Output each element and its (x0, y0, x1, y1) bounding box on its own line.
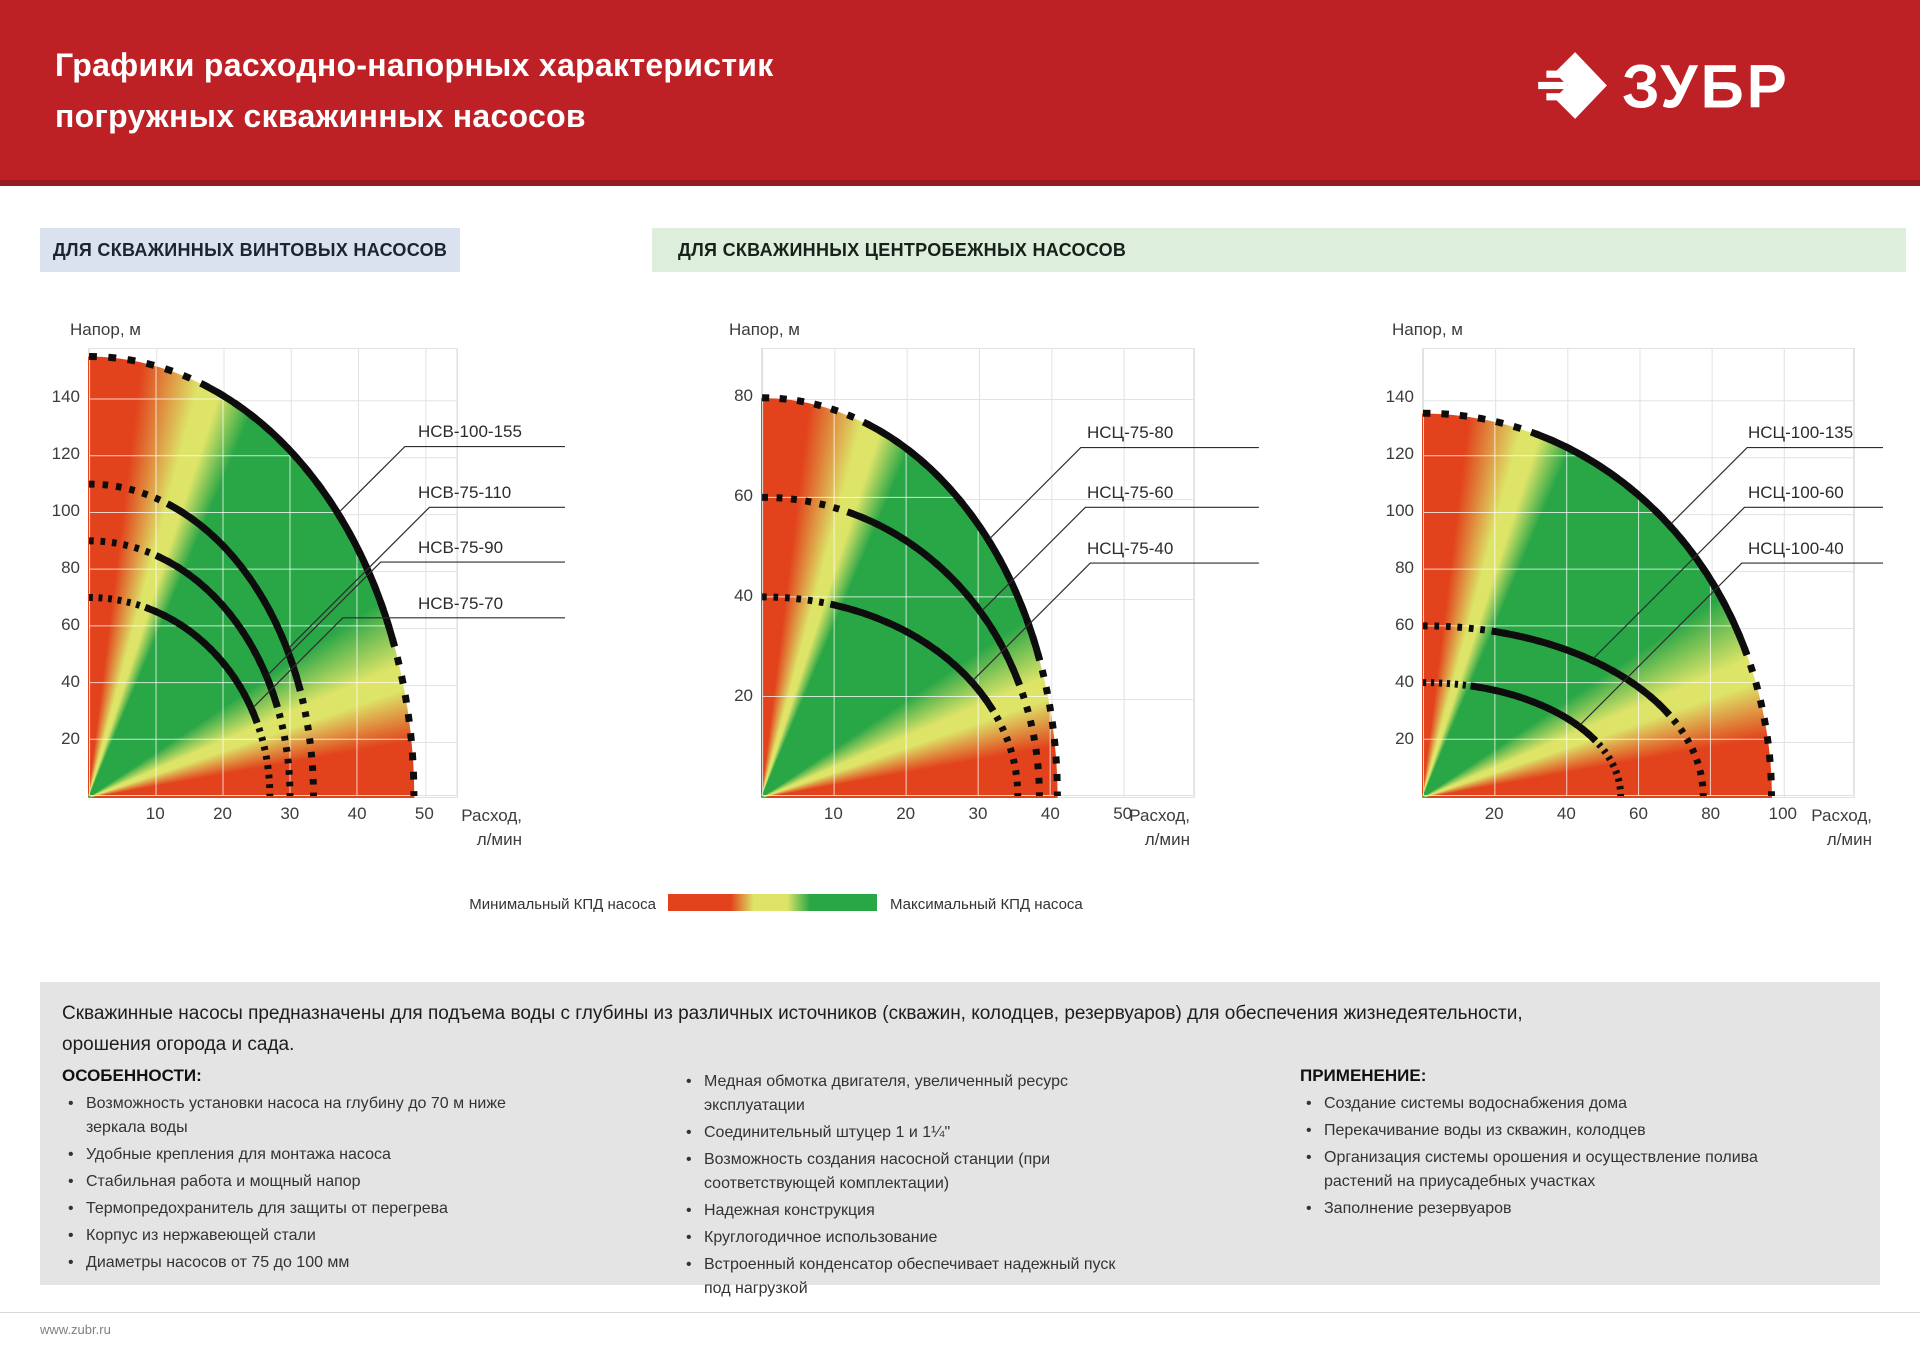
x-axis-tick-label: 60 (1629, 804, 1648, 823)
y-axis-tick-label: 140 (1385, 387, 1414, 407)
features-list-extra: Медная обмотка двигателя, увеличенный ре… (680, 1070, 1145, 1304)
feature-item: Встроенный конденсатор обеспечивает наде… (680, 1253, 1145, 1301)
x-axis-tick-label: 20 (213, 804, 232, 823)
zubr-diamond-icon (1538, 52, 1607, 119)
y-axis-tick-label: 80 (734, 386, 753, 405)
legend-min-efficiency-label: Минимальный КПД насоса (469, 896, 656, 913)
applications-list: Создание системы водоснабжения дома Пере… (1300, 1092, 1820, 1224)
feature-item: Стабильная работа и мощный напор (62, 1170, 512, 1194)
x-axis-title: Расход, л/мин (1129, 806, 1190, 849)
page-title-line1: Графики расходно-напорных характеристик (55, 47, 774, 83)
curve-label: НСВ-100-155 (418, 422, 522, 441)
feature-item: Корпус из нержавеющей стали (62, 1224, 512, 1248)
x-axis-tick-label: 100 (1768, 804, 1798, 823)
x-axis-tick-label: 50 (414, 804, 434, 823)
y-axis-title: Напор, м (70, 320, 141, 339)
header-banner: Графики расходно-напорных характеристик … (0, 0, 1920, 180)
applications-title: ПРИМЕНЕНИЕ: (1300, 1066, 1427, 1085)
page-title: Графики расходно-напорных характеристик … (55, 40, 774, 142)
y-axis-tick-label: 80 (1395, 558, 1414, 578)
feature-item: Медная обмотка двигателя, увеличенный ре… (680, 1070, 1145, 1118)
chart-screw-pumps: Напор, м НСВ-100-155 НСВ-75-110 НСВ-75-9… (52, 320, 568, 849)
x-axis-tick-label: 40 (1556, 804, 1576, 823)
curve-label: НСВ-75-70 (418, 594, 504, 613)
feature-item: Возможность установки насоса на глубину … (62, 1092, 512, 1140)
curve-label: НСЦ-100-60 (1748, 483, 1844, 502)
banner-bottom-strip (0, 180, 1920, 186)
features-list: Возможность установки насоса на глубину … (62, 1092, 512, 1278)
curve-label: НСЦ-75-80 (1087, 423, 1174, 442)
application-item: Заполнение резервуаров (1300, 1197, 1820, 1221)
x-axis-tick-label: 30 (968, 804, 988, 823)
x-axis-tick-label: 20 (1484, 804, 1504, 823)
feature-item: Соединительный штуцер 1 и 1¼" (680, 1121, 1145, 1145)
feature-item: Круглогодичное использование (680, 1226, 1145, 1250)
x-axis-tick-label: 80 (1701, 804, 1721, 823)
feature-item: Надежная конструкция (680, 1199, 1145, 1223)
y-axis-title: Напор, м (729, 320, 800, 339)
feature-item: Термопредохранитель для защиты от перегр… (62, 1197, 512, 1221)
curve-label: НСЦ-100-40 (1748, 539, 1844, 558)
feature-item: Диаметры насосов от 75 до 100 мм (62, 1251, 512, 1275)
info-panel: Скважинные насосы предназначены для подъ… (40, 982, 1880, 1297)
section-header-screw-pumps: ДЛЯ СКВАЖИННЫХ ВИНТОВЫХ НАСОСОВ (40, 228, 460, 272)
pump-curves-plot (1423, 348, 1883, 797)
y-axis-tick-label: 20 (1395, 729, 1414, 749)
y-axis-tick-label: 100 (1385, 501, 1414, 521)
y-axis-tick-label: 120 (51, 444, 80, 464)
y-axis-tick-label: 120 (1385, 444, 1414, 464)
curve-label: НСЦ-75-60 (1087, 483, 1174, 502)
footer-divider (0, 1312, 1920, 1313)
y-axis-tick-label: 100 (51, 501, 80, 521)
chart-centrifugal-75-pumps: Напор, м НСЦ-75-80 НСЦ-75-60 НСЦ-75-40 Р… (729, 320, 1262, 849)
curve-label: НСЦ-75-40 (1087, 539, 1174, 558)
page-title-line2: погружных скважинных насосов (55, 98, 586, 134)
curve-label: НСВ-75-110 (418, 483, 512, 502)
x-axis-tick-label: 40 (347, 804, 367, 823)
y-axis-tick-label: 140 (51, 387, 80, 407)
feature-item: Удобные крепления для монтажа насоса (62, 1143, 512, 1167)
x-axis-tick-label: 10 (145, 804, 165, 823)
y-axis-tick-label: 60 (61, 615, 80, 635)
application-item: Перекачивание воды из скважин, колодцев (1300, 1119, 1820, 1143)
y-axis-tick-label: 40 (1395, 672, 1414, 692)
curve-label: НСЦ-100-135 (1748, 423, 1854, 442)
chart-centrifugal-100-pumps: Напор, м НСЦ-100-135 НСЦ-100-60 НСЦ-100-… (1386, 320, 1886, 849)
brand-logo: ЗУБР (1532, 44, 1790, 128)
y-axis-title: Напор, м (1392, 320, 1463, 339)
legend-max-efficiency-label: Максимальный КПД насоса (890, 896, 1083, 913)
efficiency-gradient-bar (668, 894, 877, 911)
x-axis-tick-label: 40 (1040, 804, 1060, 823)
brand-name: ЗУБР (1622, 51, 1790, 121)
y-axis-tick-label: 20 (734, 686, 753, 705)
x-axis-title: Расход, л/мин (461, 806, 522, 849)
y-axis-tick-label: 60 (734, 486, 753, 505)
curve-label: НСВ-75-90 (418, 538, 504, 557)
section-header-centrifugal-pumps: ДЛЯ СКВАЖИННЫХ ЦЕНТРОБЕЖНЫХ НАСОСОВ (652, 228, 1906, 272)
intro-text: Скважинные насосы предназначены для подъ… (62, 1003, 1523, 1055)
y-axis-tick-label: 40 (734, 586, 753, 605)
x-axis-tick-label: 20 (896, 804, 916, 823)
x-axis-tick-label: 10 (823, 804, 843, 823)
y-axis-tick-label: 40 (61, 672, 80, 692)
y-axis-tick-label: 80 (61, 558, 80, 578)
application-item: Создание системы водоснабжения дома (1300, 1092, 1820, 1116)
x-axis-title: Расход, л/мин (1811, 806, 1872, 849)
y-axis-tick-label: 60 (1395, 615, 1414, 635)
y-axis-tick-label: 20 (61, 729, 80, 749)
application-item: Организация системы орошения и осуществл… (1300, 1146, 1820, 1194)
feature-item: Возможность создания насосной станции (п… (680, 1148, 1145, 1196)
features-title: ОСОБЕННОСТИ: (62, 1066, 202, 1085)
x-axis-tick-label: 30 (280, 804, 300, 823)
pump-curves-plot (89, 348, 565, 797)
x-axis-tick-label: 50 (1113, 804, 1133, 823)
pump-curves-plot (762, 348, 1259, 797)
footer-site-link[interactable]: www.zubr.ru (40, 1322, 111, 1337)
